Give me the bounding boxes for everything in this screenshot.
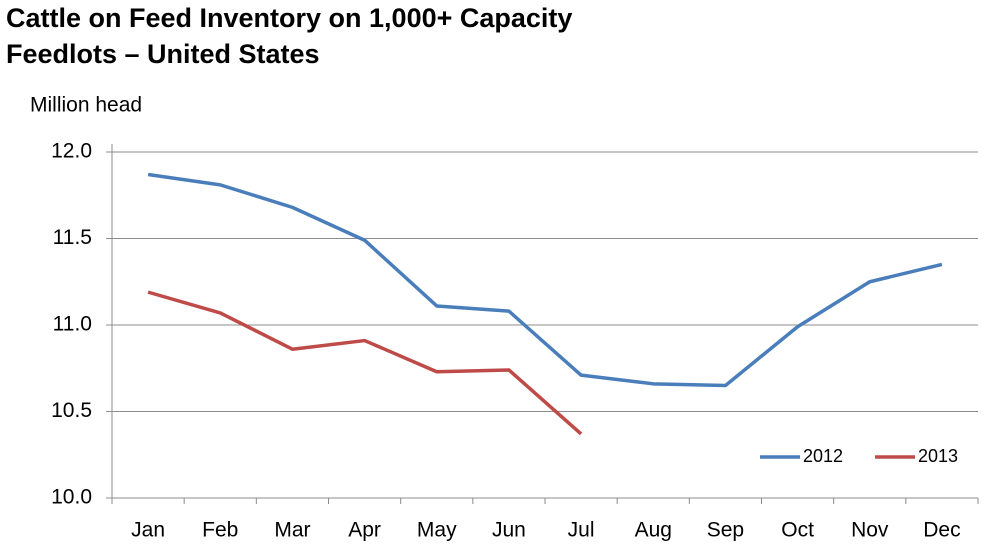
chart-title: Feedlots – United States (6, 39, 320, 69)
y-tick-label: 12.0 (51, 140, 92, 163)
legend-label: 2012 (803, 446, 843, 466)
y-tick-label: 10.0 (51, 486, 92, 509)
series-line (147, 172, 943, 388)
x-tick-label: Jun (492, 519, 526, 542)
x-tick-label: Jan (131, 519, 165, 542)
x-tick-label: May (417, 519, 457, 542)
x-tick-label: Feb (202, 519, 238, 542)
x-tick-label: Nov (851, 519, 889, 542)
y-tick-label: 11.5 (53, 226, 92, 249)
x-tick-label: Dec (923, 519, 960, 542)
y-tick-label: 11.0 (53, 313, 92, 336)
legend-label: 2013 (918, 446, 958, 466)
chart-title: Cattle on Feed Inventory on 1,000+ Capac… (6, 3, 572, 33)
series-line (147, 290, 583, 436)
x-tick-label: Aug (635, 519, 672, 542)
y-axis-label: Million head (30, 94, 142, 117)
x-tick-label: Jul (568, 519, 595, 542)
x-tick-label: Oct (781, 519, 814, 542)
x-tick-label: Sep (707, 519, 744, 542)
x-tick-label: Apr (348, 519, 381, 542)
y-tick-label: 10.5 (51, 399, 92, 422)
x-tick-label: Mar (274, 519, 310, 542)
